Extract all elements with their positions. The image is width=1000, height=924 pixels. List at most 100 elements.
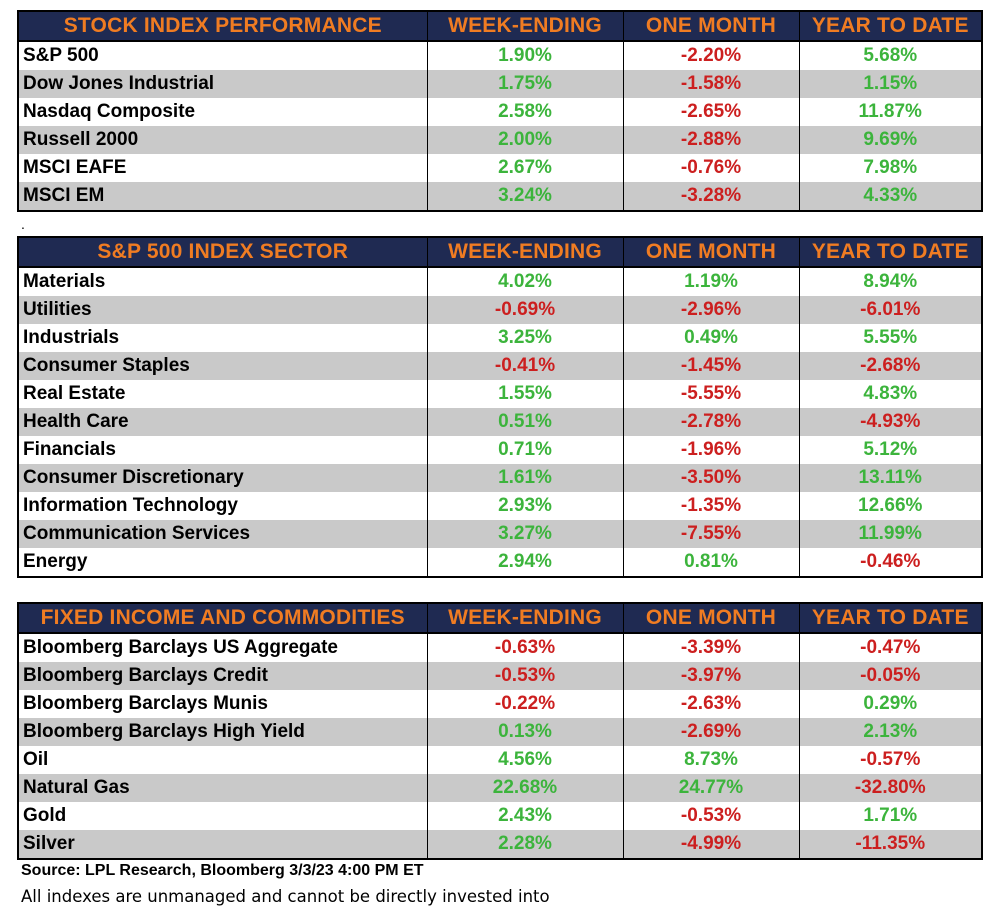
- value-cell: 9.69%: [798, 126, 983, 154]
- table-row: Gold 2.43% -0.53% 1.71%: [17, 802, 983, 830]
- sp500-index-sector-table: S&P 500 INDEX SECTOR WEEK-ENDING ONE MONTH…: [17, 236, 983, 578]
- row-label: MSCI EAFE: [17, 154, 428, 182]
- row-label: Dow Jones Industrial: [17, 70, 428, 98]
- table-row: Natural Gas 22.68% 24.77% -32.80%: [17, 774, 983, 802]
- row-label: Industrials: [17, 324, 428, 352]
- value-cell: 4.33%: [798, 182, 983, 211]
- value-cell: 3.24%: [426, 182, 624, 211]
- value-cell: 1.90%: [426, 41, 624, 70]
- row-label: MSCI EM: [17, 182, 428, 211]
- value-cell: -0.47%: [798, 633, 983, 662]
- column-header: YEAR TO DATE: [798, 11, 983, 41]
- row-label: Consumer Staples: [17, 352, 428, 380]
- fixed-income-commodities-table: FIXED INCOME AND COMMODITIES WEEK-ENDING O…: [17, 602, 983, 860]
- table-row: MSCI EAFE 2.67% -0.76% 7.98%: [17, 154, 983, 182]
- table-title: S&P 500 INDEX SECTOR: [17, 237, 428, 267]
- value-cell: -1.96%: [622, 436, 800, 464]
- table-row: Financials 0.71% -1.96% 5.12%: [17, 436, 983, 464]
- row-label: Nasdaq Composite: [17, 98, 428, 126]
- value-cell: 1.75%: [426, 70, 624, 98]
- value-cell: 2.28%: [426, 830, 624, 859]
- value-cell: 2.58%: [426, 98, 624, 126]
- table-row: Information Technology 2.93% -1.35% 12.66%: [17, 492, 983, 520]
- value-cell: -11.35%: [798, 830, 983, 859]
- value-cell: 0.29%: [798, 690, 983, 718]
- value-cell: 4.02%: [426, 267, 624, 296]
- value-cell: -0.57%: [798, 746, 983, 774]
- value-cell: -3.50%: [622, 464, 800, 492]
- value-cell: 5.12%: [798, 436, 983, 464]
- row-label: Gold: [17, 802, 428, 830]
- row-label: Bloomberg Barclays Credit: [17, 662, 428, 690]
- column-header: WEEK-ENDING: [426, 603, 624, 633]
- table-header-row: S&P 500 INDEX SECTOR WEEK-ENDING ONE MONTH…: [17, 237, 983, 267]
- value-cell: 0.49%: [622, 324, 800, 352]
- value-cell: -2.65%: [622, 98, 800, 126]
- value-cell: 2.43%: [426, 802, 624, 830]
- value-cell: 8.73%: [622, 746, 800, 774]
- stock-index-performance-table: STOCK INDEX PERFORMANCE WEEK-ENDING ONE MO…: [17, 10, 983, 212]
- row-label: Energy: [17, 548, 428, 577]
- value-cell: 0.81%: [622, 548, 800, 577]
- row-label: Silver: [17, 830, 428, 859]
- value-cell: -0.76%: [622, 154, 800, 182]
- row-label: Communication Services: [17, 520, 428, 548]
- value-cell: 0.13%: [426, 718, 624, 746]
- table-row: Materials 4.02% 1.19% 8.94%: [17, 267, 983, 296]
- column-header: YEAR TO DATE: [798, 237, 983, 267]
- table-row: Bloomberg Barclays Credit -0.53% -3.97% -0.…: [17, 662, 983, 690]
- value-cell: 3.25%: [426, 324, 624, 352]
- value-cell: -3.97%: [622, 662, 800, 690]
- table-row: S&P 500 1.90% -2.20% 5.68%: [17, 41, 983, 70]
- table-row: Dow Jones Industrial 1.75% -1.58% 1.15%: [17, 70, 983, 98]
- value-cell: 1.55%: [426, 380, 624, 408]
- value-cell: 1.61%: [426, 464, 624, 492]
- value-cell: -0.69%: [426, 296, 624, 324]
- value-cell: -2.88%: [622, 126, 800, 154]
- table-row: Bloomberg Barclays High Yield 0.13% -2.69%…: [17, 718, 983, 746]
- value-cell: -2.63%: [622, 690, 800, 718]
- value-cell: -0.53%: [426, 662, 624, 690]
- value-cell: -2.20%: [622, 41, 800, 70]
- table-row: Silver 2.28% -4.99% -11.35%: [17, 830, 983, 859]
- row-label: Financials: [17, 436, 428, 464]
- row-label: Consumer Discretionary: [17, 464, 428, 492]
- column-header: WEEK-ENDING: [426, 237, 624, 267]
- row-label: Materials: [17, 267, 428, 296]
- table-row: Real Estate 1.55% -5.55% 4.83%: [17, 380, 983, 408]
- value-cell: -5.55%: [622, 380, 800, 408]
- value-cell: -1.58%: [622, 70, 800, 98]
- value-cell: 8.94%: [798, 267, 983, 296]
- table-row: Oil 4.56% 8.73% -0.57%: [17, 746, 983, 774]
- value-cell: 1.19%: [622, 267, 800, 296]
- row-label: Bloomberg Barclays High Yield: [17, 718, 428, 746]
- disclaimer-note: All indexes are unmanaged and cannot be …: [21, 887, 550, 906]
- value-cell: -7.55%: [622, 520, 800, 548]
- table-header-row: STOCK INDEX PERFORMANCE WEEK-ENDING ONE MO…: [17, 11, 983, 41]
- value-cell: -1.45%: [622, 352, 800, 380]
- value-cell: -1.35%: [622, 492, 800, 520]
- column-header: WEEK-ENDING: [426, 11, 624, 41]
- value-cell: -3.28%: [622, 182, 800, 211]
- row-label: Russell 2000: [17, 126, 428, 154]
- value-cell: -4.93%: [798, 408, 983, 436]
- table-row: Bloomberg Barclays Munis -0.22% -2.63% 0.29…: [17, 690, 983, 718]
- table-row: Consumer Discretionary 1.61% -3.50% 13.11%: [17, 464, 983, 492]
- row-label: Bloomberg Barclays US Aggregate: [17, 633, 428, 662]
- value-cell: -2.69%: [622, 718, 800, 746]
- value-cell: -0.22%: [426, 690, 624, 718]
- value-cell: -6.01%: [798, 296, 983, 324]
- value-cell: 1.15%: [798, 70, 983, 98]
- table-title: STOCK INDEX PERFORMANCE: [17, 11, 428, 41]
- table-row: Energy 2.94% 0.81% -0.46%: [17, 548, 983, 577]
- value-cell: 12.66%: [798, 492, 983, 520]
- value-cell: 0.51%: [426, 408, 624, 436]
- value-cell: -0.63%: [426, 633, 624, 662]
- value-cell: 11.87%: [798, 98, 983, 126]
- table-title: FIXED INCOME AND COMMODITIES: [17, 603, 428, 633]
- source-note: Source: LPL Research, Bloomberg 3/3/23 4…: [21, 862, 424, 879]
- separator-mark: .: [21, 216, 25, 232]
- column-header: ONE MONTH: [622, 237, 800, 267]
- value-cell: 2.00%: [426, 126, 624, 154]
- value-cell: -32.80%: [798, 774, 983, 802]
